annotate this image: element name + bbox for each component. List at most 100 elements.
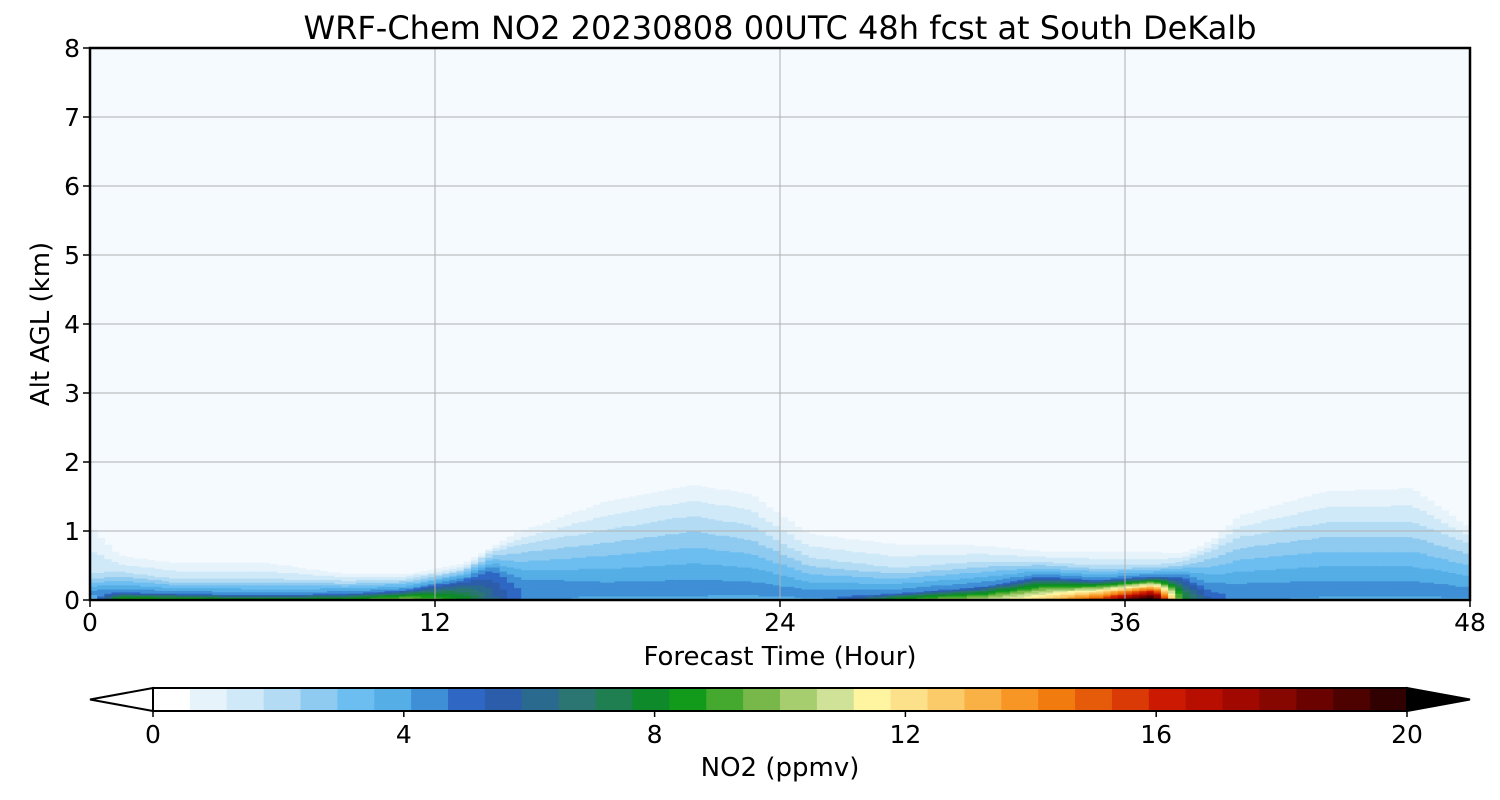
no2-field-cell [535,535,544,538]
no2-field-cell [97,597,105,600]
no2-field-cell [593,586,601,589]
no2-field-cell [133,588,141,591]
no2-field-cell [514,535,522,538]
no2-field-cell [456,583,465,586]
no2-field-cell [370,591,379,594]
no2-field-cell [578,566,587,569]
no2-field-cell [679,521,688,524]
no2-field-cell [413,582,422,585]
no2-field-cell [255,564,264,567]
no2-field-cell [693,558,702,561]
no2-field-cell [621,569,630,572]
no2-field-cell [672,559,680,562]
no2-field-cell [240,576,249,579]
no2-field-cell [399,575,407,578]
no2-field-cell [542,553,551,556]
no2-field-cell [90,571,98,573]
no2-field-cell [758,550,767,553]
no2-field-cell [600,503,609,506]
no2-field-cell [844,554,853,557]
no2-field-cell [736,524,745,527]
no2-field-cell [614,566,623,569]
no2-field-cell [686,495,695,498]
no2-field-cell [686,580,695,583]
no2-field-cell [542,586,551,589]
no2-field-cell [585,557,594,560]
no2-field-cell [262,594,271,597]
no2-field-cell [693,582,702,585]
no2-field-cell [341,584,350,587]
no2-field-cell [542,573,551,576]
no2-field-cell [880,586,889,589]
no2-field-cell [363,595,371,598]
no2-field-cell [758,566,767,569]
no2-field-cell [736,588,745,591]
no2-field-cell [686,590,695,593]
no2-field-cell [873,591,882,594]
no2-field-cell [133,575,141,578]
no2-field-cell [758,506,767,509]
no2-field-cell [693,594,702,597]
no2-field-cell [722,513,731,516]
no2-field-cell [736,492,745,495]
no2-field-cell [736,532,745,535]
no2-field-cell [851,553,860,556]
no2-field-cell [90,595,98,598]
no2-field-cell [593,515,601,518]
no2-field-cell [744,500,752,503]
no2-field-cell [506,591,515,594]
no2-field-cell [722,510,731,513]
no2-field-cell [636,500,645,503]
no2-field-cell [420,587,429,590]
no2-field-cell [600,514,609,517]
no2-field-cell [528,568,537,571]
no2-field-cell [463,579,472,582]
no2-field-cell [514,572,522,575]
no2-field-cell [621,525,630,528]
no2-field-cell [665,561,673,564]
no2-field-cell [772,525,781,528]
no2-field-cell [758,519,767,522]
no2-field-cell [478,579,486,582]
no2-field-cell [629,562,637,565]
no2-field-cell [276,588,285,591]
no2-field-cell [751,551,760,554]
no2-field-cell [887,571,896,573]
no2-field-cell [550,550,558,553]
no2-field-cell [262,588,271,591]
no2-field-cell [751,499,760,502]
no2-field-cell [736,555,745,558]
no2-field-cell [801,590,810,593]
no2-field-cell [377,573,386,576]
no2-field-cell [514,588,522,591]
no2-field-cell [470,587,479,590]
no2-field-cell [320,582,328,585]
no2-field-cell [736,525,745,528]
no2-field-cell [578,561,587,564]
no2-field-cell [686,537,695,540]
no2-field-cell [715,562,724,565]
no2-field-cell [665,502,673,504]
no2-field-cell [190,580,199,583]
no2-field-cell [859,595,867,598]
no2-field-cell [607,569,616,572]
no2-field-cell [499,593,508,596]
no2-field-cell [708,571,716,573]
no2-field-cell [801,532,810,535]
no2-field-cell [729,571,738,573]
no2-field-cell [657,548,666,551]
no2-field-cell [154,564,163,567]
no2-field-cell [729,521,738,524]
no2-field-cell [672,535,680,538]
no2-field-cell [715,528,724,531]
no2-field-cell [90,587,98,590]
no2-field-cell [751,558,760,561]
no2-field-cell [794,554,803,557]
no2-field-cell [169,572,177,575]
no2-field-cell [140,573,149,576]
no2-field-cell [176,590,185,593]
no2-field-cell [751,544,760,547]
no2-field-cell [90,532,98,535]
no2-field-cell [413,573,422,576]
no2-field-cell [693,528,702,531]
